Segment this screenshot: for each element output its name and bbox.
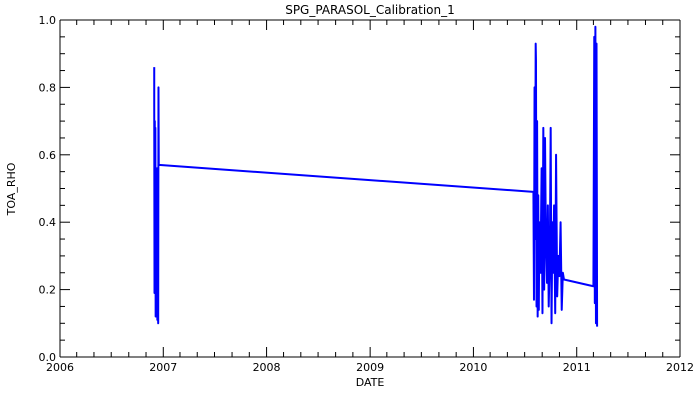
x-tick-label: 2008 [253,361,281,374]
y-tick-label: 1.0 [39,14,57,27]
x-tick-label: 2010 [459,361,487,374]
y-tick-label: 0.0 [39,351,57,364]
chart-title: SPG_PARASOL_Calibration_1 [285,3,455,17]
y-tick-label: 0.2 [39,284,57,297]
y-tick-label: 0.8 [39,81,57,94]
x-tick-label: 2006 [46,361,74,374]
x-axis-label: DATE [356,376,385,389]
x-tick-label: 2007 [149,361,177,374]
x-tick-label: 2009 [356,361,384,374]
y-tick-label: 0.4 [39,216,57,229]
x-tick-label: 2012 [666,361,694,374]
y-tick-label: 0.6 [39,149,57,162]
y-axis-ticks: 0.0 0.2 0.4 0.6 0.8 1.0 [39,14,680,364]
series-group [153,25,599,327]
x-tick-label: 2011 [563,361,591,374]
x-axis-ticks: 2006 2007 2008 2009 2010 2011 2012 [46,20,694,374]
y-axis-label: TOA_RHO [5,162,18,216]
series-line [153,25,599,327]
